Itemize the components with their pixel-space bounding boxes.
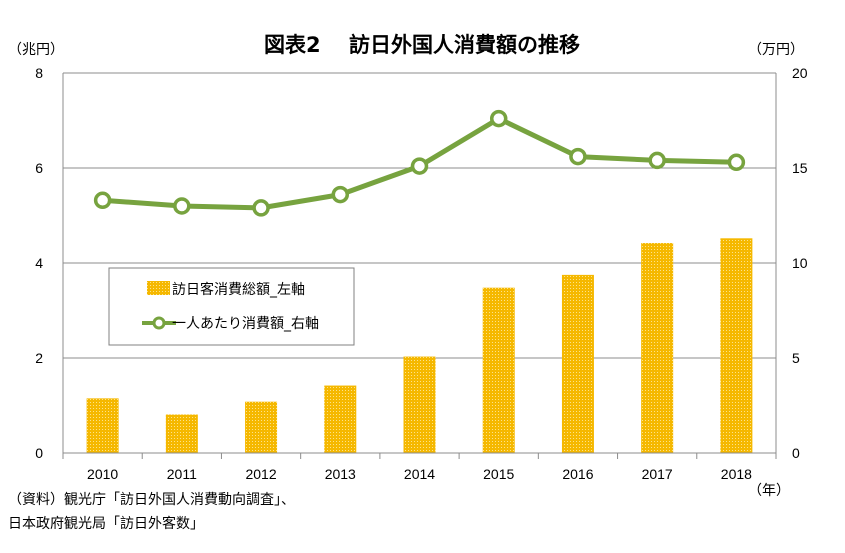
right-tick-label: 10	[792, 255, 808, 271]
legend: 訪日客消費総額_左軸 一人あたり消費額_右軸	[108, 267, 355, 346]
x-tick-label: 2012	[245, 466, 276, 482]
bar	[86, 398, 119, 453]
x-tick-label: 2011	[167, 466, 197, 482]
bar	[720, 238, 753, 453]
bar	[165, 414, 198, 453]
right-tick-label: 5	[792, 350, 800, 366]
x-axis-unit: （年）	[748, 483, 790, 499]
line-point	[331, 185, 350, 204]
chart-title: 図表2 訪日外国人消費額の推移	[264, 33, 580, 57]
left-tick-label: 4	[35, 255, 43, 271]
line-point	[410, 157, 429, 175]
bar	[403, 356, 436, 453]
bar	[482, 287, 515, 453]
x-tick-label: 2017	[642, 466, 673, 482]
source-note: （資料）観光庁「訪日外国人消費動向調査」、 日本政府観光局「訪日外客数」	[8, 488, 295, 536]
x-tick-label: 2015	[483, 466, 514, 482]
legend-bar-label: 訪日客消費総額_左軸	[172, 281, 305, 298]
bar	[324, 385, 357, 453]
line-point	[173, 197, 191, 215]
line-point	[648, 151, 666, 170]
right-tick-label: 15	[792, 160, 808, 176]
left-tick-label: 6	[35, 160, 43, 176]
left-tick-label: 8	[35, 65, 43, 81]
legend-line-label: 一人あたり消費額_右軸	[172, 316, 319, 332]
legend-bar-swatch	[147, 281, 170, 295]
source-line-2: 日本政府観光局「訪日外客数」	[8, 516, 204, 532]
x-tick-label: 2018	[721, 466, 752, 482]
line-point	[489, 109, 508, 128]
left-axis-unit: （兆円）	[8, 42, 64, 58]
left-tick-label: 2	[35, 350, 43, 366]
line-point	[727, 153, 746, 172]
x-tick-label: 2010	[87, 466, 118, 482]
bar	[641, 243, 674, 453]
legend-box	[108, 267, 355, 346]
right-tick-label: 0	[792, 445, 800, 461]
x-tick-label: 2014	[404, 466, 435, 482]
x-tick-label: 2013	[325, 466, 356, 482]
right-axis-unit: （万円）	[748, 42, 804, 58]
line-point	[252, 199, 270, 217]
left-tick-label: 0	[35, 445, 43, 461]
bar	[561, 274, 594, 453]
line-point	[569, 147, 587, 166]
source-line-1: （資料）観光庁「訪日外国人消費動向調査」、	[8, 492, 295, 508]
x-tick-label: 2016	[562, 466, 593, 482]
bar	[245, 401, 278, 453]
right-tick-label: 20	[792, 65, 808, 81]
legend-line-marker	[152, 316, 166, 330]
line-point	[93, 191, 112, 210]
